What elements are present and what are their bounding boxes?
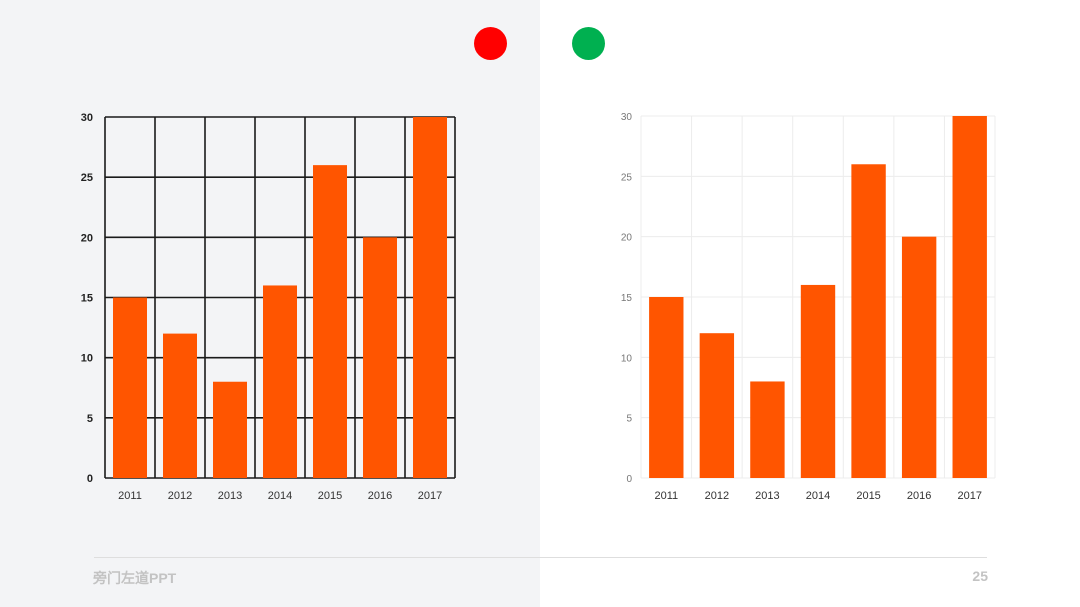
x-tick-label: 2013 xyxy=(218,490,242,502)
x-tick-label: 2017 xyxy=(957,490,981,502)
bar-2016 xyxy=(363,237,397,478)
bar-2011 xyxy=(649,297,684,478)
y-tick-label: 25 xyxy=(81,172,93,184)
y-tick-label: 30 xyxy=(621,112,633,123)
footer-brand: 旁门左道PPT xyxy=(93,570,177,586)
y-tick-label: 5 xyxy=(87,413,93,425)
x-tick-label: 2013 xyxy=(755,490,779,502)
y-tick-label: 5 xyxy=(626,414,632,425)
green-indicator-dot xyxy=(572,27,605,60)
y-tick-label: 20 xyxy=(621,233,633,244)
x-tick-label: 2017 xyxy=(418,490,442,502)
bar-2013 xyxy=(213,381,247,478)
bar-2011 xyxy=(113,297,147,478)
bar-2014 xyxy=(263,285,297,478)
x-tick-label: 2011 xyxy=(654,490,678,502)
bar-2015 xyxy=(851,164,886,478)
bar-2012 xyxy=(163,333,197,478)
x-tick-label: 2015 xyxy=(318,490,342,502)
x-tick-label: 2016 xyxy=(907,490,931,502)
bar-2015 xyxy=(313,165,347,478)
y-tick-label: 0 xyxy=(626,474,632,485)
bar-2016 xyxy=(901,236,937,478)
bar-2017 xyxy=(952,116,987,478)
bar-2012 xyxy=(699,333,735,478)
x-tick-label: 2016 xyxy=(368,490,392,502)
red-indicator-dot xyxy=(474,27,507,60)
bar-chart-light-grid: 0 5 10 15 20 25 30 2011 2012 2013 2014 2015 2016 2017 xyxy=(621,112,996,502)
y-tick-label: 30 xyxy=(81,112,93,124)
bar-2013 xyxy=(750,381,785,478)
y-tick-label: 15 xyxy=(621,293,633,304)
bar-2014 xyxy=(800,284,836,478)
bar-chart-heavy-grid: 0 5 10 15 20 25 30 2011 2012 2013 2014 2015 2016 2017 xyxy=(81,112,456,502)
y-tick-label: 10 xyxy=(81,353,93,365)
x-tick-label: 2014 xyxy=(806,490,830,502)
page-number: 25 xyxy=(972,568,988,584)
y-tick-label: 20 xyxy=(81,232,93,244)
x-tick-label: 2015 xyxy=(856,490,880,502)
x-tick-label: 2012 xyxy=(168,490,192,502)
y-tick-label: 25 xyxy=(621,172,633,183)
x-tick-label: 2014 xyxy=(268,490,292,502)
y-tick-label: 10 xyxy=(621,353,633,364)
x-tick-label: 2011 xyxy=(118,490,142,502)
y-tick-label: 0 xyxy=(87,473,93,485)
y-tick-label: 15 xyxy=(81,293,93,305)
bar-2017 xyxy=(413,117,447,478)
footer-divider xyxy=(94,557,987,558)
x-tick-label: 2012 xyxy=(705,490,729,502)
